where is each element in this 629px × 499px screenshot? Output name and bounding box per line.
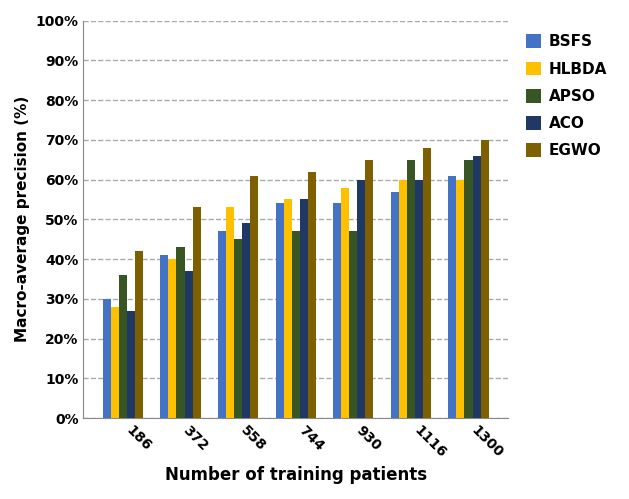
Bar bbox=[276, 204, 284, 418]
Bar bbox=[234, 239, 242, 418]
Bar bbox=[448, 176, 457, 418]
Bar bbox=[391, 192, 399, 418]
Y-axis label: Macro-average precision (%): Macro-average precision (%) bbox=[15, 96, 30, 342]
Bar bbox=[464, 160, 472, 418]
Bar bbox=[481, 140, 489, 418]
Bar bbox=[103, 299, 111, 418]
Bar bbox=[111, 307, 119, 418]
Bar bbox=[177, 247, 184, 418]
Bar bbox=[192, 208, 201, 418]
Bar bbox=[357, 180, 365, 418]
Bar bbox=[472, 156, 481, 418]
Bar bbox=[250, 176, 259, 418]
Bar bbox=[333, 204, 341, 418]
Bar bbox=[242, 224, 250, 418]
Bar bbox=[184, 271, 192, 418]
Bar bbox=[284, 200, 292, 418]
Bar bbox=[341, 188, 349, 418]
Bar bbox=[423, 148, 431, 418]
Bar bbox=[308, 172, 316, 418]
Bar bbox=[226, 208, 234, 418]
Bar bbox=[407, 160, 415, 418]
Bar bbox=[399, 180, 407, 418]
Bar bbox=[365, 160, 374, 418]
X-axis label: Number of training patients: Number of training patients bbox=[165, 466, 426, 484]
Bar bbox=[349, 231, 357, 418]
Bar bbox=[457, 180, 464, 418]
Legend: BSFS, HLBDA, APSO, ACO, EGWO: BSFS, HLBDA, APSO, ACO, EGWO bbox=[520, 28, 613, 165]
Bar bbox=[292, 231, 300, 418]
Bar bbox=[169, 259, 177, 418]
Bar bbox=[135, 251, 143, 418]
Bar bbox=[127, 311, 135, 418]
Bar bbox=[119, 275, 127, 418]
Bar bbox=[300, 200, 308, 418]
Bar bbox=[218, 231, 226, 418]
Bar bbox=[415, 180, 423, 418]
Bar bbox=[160, 255, 169, 418]
